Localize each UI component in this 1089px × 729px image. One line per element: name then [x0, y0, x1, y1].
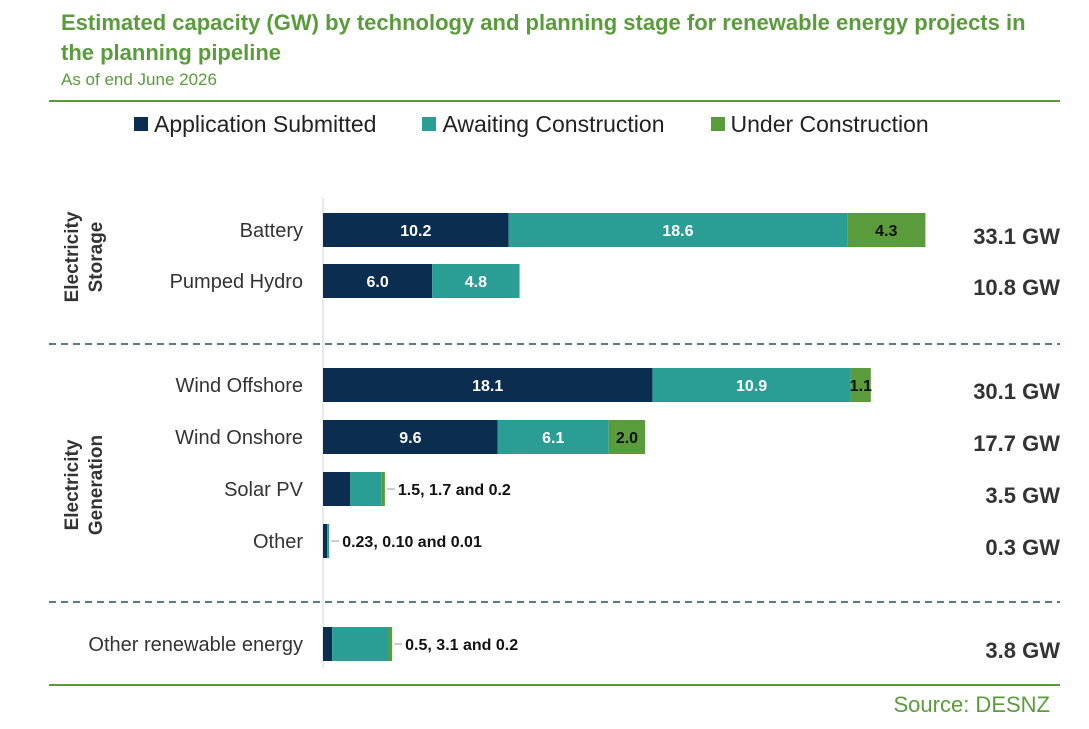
category-label-solar-pv: Solar PV [224, 479, 304, 501]
data-label-battery-application-submitted: 10.2 [400, 223, 431, 240]
bar-segment-other-renewable-energy-application-submitted [323, 627, 333, 661]
data-label-pumped-hydro-application-submitted: 6.0 [366, 274, 388, 291]
data-label-wind-offshore-under-construction: 1.1 [850, 378, 872, 395]
total-label-pumped-hydro: 10.8 GW [973, 275, 1060, 300]
data-label-wind-onshore-under-construction: 2.0 [616, 430, 638, 447]
callout-label-other: 0.23, 0.10 and 0.01 [342, 534, 482, 551]
total-label-wind-onshore: 17.7 GW [973, 431, 1060, 456]
bar-segment-solar-pv-under-construction [381, 472, 385, 506]
bar-segment-wind-onshore-application-submitted [323, 420, 498, 454]
bar-segment-other-awaiting-construction [327, 524, 330, 558]
bar-segment-wind-offshore-application-submitted [323, 368, 653, 402]
category-label-battery: Battery [240, 220, 303, 242]
total-label-battery: 33.1 GW [973, 224, 1060, 249]
group-label-electricity-storage: Electricity Storage [62, 211, 107, 302]
group-label-line: Storage [86, 222, 107, 293]
total-label-solar-pv: 3.5 GW [985, 483, 1060, 508]
legend-item-application-submitted: Application Submitted [134, 111, 376, 138]
data-label-pumped-hydro-awaiting-construction: 4.8 [465, 274, 487, 291]
total-label-wind-offshore: 30.1 GW [973, 379, 1060, 404]
category-label-wind-onshore: Wind Onshore [175, 427, 303, 449]
chart-title: Estimated capacity (GW) by technology an… [61, 10, 1026, 65]
category-label-other-renewable-energy: Other renewable energy [88, 634, 303, 656]
bottom-rule [49, 684, 1060, 686]
data-label-wind-offshore-application-submitted: 18.1 [472, 378, 503, 395]
bar-segment-wind-offshore-awaiting-construction [652, 368, 851, 402]
total-label-other-renewable-energy: 3.8 GW [985, 638, 1060, 663]
bar-segment-solar-pv-awaiting-construction [350, 472, 382, 506]
bar-segment-wind-onshore-awaiting-construction [497, 420, 609, 454]
legend-label: Under Construction [730, 110, 929, 137]
legend-swatch-under-construction [710, 117, 725, 131]
bar-segment-battery-under-construction [847, 213, 926, 247]
bar-segment-wind-offshore-under-construction [850, 368, 871, 402]
callout-label-other-renewable-energy: 0.5, 3.1 and 0.2 [405, 637, 518, 654]
bar-segment-other-renewable-energy-under-construction [388, 627, 393, 661]
legend-label: Application Submitted [154, 110, 377, 137]
legend-item-awaiting-construction: Awaiting Construction [422, 110, 665, 138]
bar-segment-pumped-hydro-application-submitted [323, 264, 433, 298]
bar-segment-battery-application-submitted [323, 213, 509, 247]
top-rule [49, 100, 1060, 102]
legend-swatch-awaiting-construction [422, 117, 437, 131]
category-label-wind-offshore: Wind Offshore [176, 375, 303, 397]
data-label-wind-onshore-application-submitted: 9.6 [399, 430, 421, 447]
chart-subtitle: As of end June 2026 [61, 70, 217, 89]
category-label-other: Other [253, 531, 303, 553]
group-label-electricity-generation: Electricity Generation [62, 435, 107, 535]
data-label-battery-under-construction: 4.3 [875, 223, 897, 240]
legend-swatch-application-submitted [134, 117, 148, 131]
legend: Application Submitted Awaiting Construct… [134, 110, 929, 138]
data-label-wind-onshore-awaiting-construction: 6.1 [542, 430, 564, 447]
group-label-line: Generation [86, 435, 107, 535]
source-note: Source: DESNZ [893, 692, 1051, 717]
bar-segment-wind-onshore-under-construction [608, 420, 646, 454]
bar-segment-pumped-hydro-awaiting-construction [432, 264, 520, 298]
bar-segment-solar-pv-application-submitted [323, 472, 351, 506]
bar-segment-other-application-submitted [323, 524, 328, 558]
category-label-pumped-hydro: Pumped Hydro [170, 271, 303, 293]
legend-label: Awaiting Construction [442, 110, 665, 137]
data-label-battery-awaiting-construction: 18.6 [662, 223, 693, 240]
bar-segment-other-renewable-energy-awaiting-construction [332, 627, 389, 661]
group-label-line: Electricity [62, 439, 83, 530]
legend-item-under-construction: Under Construction [710, 110, 929, 138]
callout-label-solar-pv: 1.5, 1.7 and 0.2 [398, 482, 511, 499]
data-label-wind-offshore-awaiting-construction: 10.9 [736, 378, 767, 395]
bar-segment-battery-awaiting-construction [508, 213, 848, 247]
group-label-line: Electricity [62, 211, 83, 302]
total-label-other: 0.3 GW [985, 535, 1060, 560]
